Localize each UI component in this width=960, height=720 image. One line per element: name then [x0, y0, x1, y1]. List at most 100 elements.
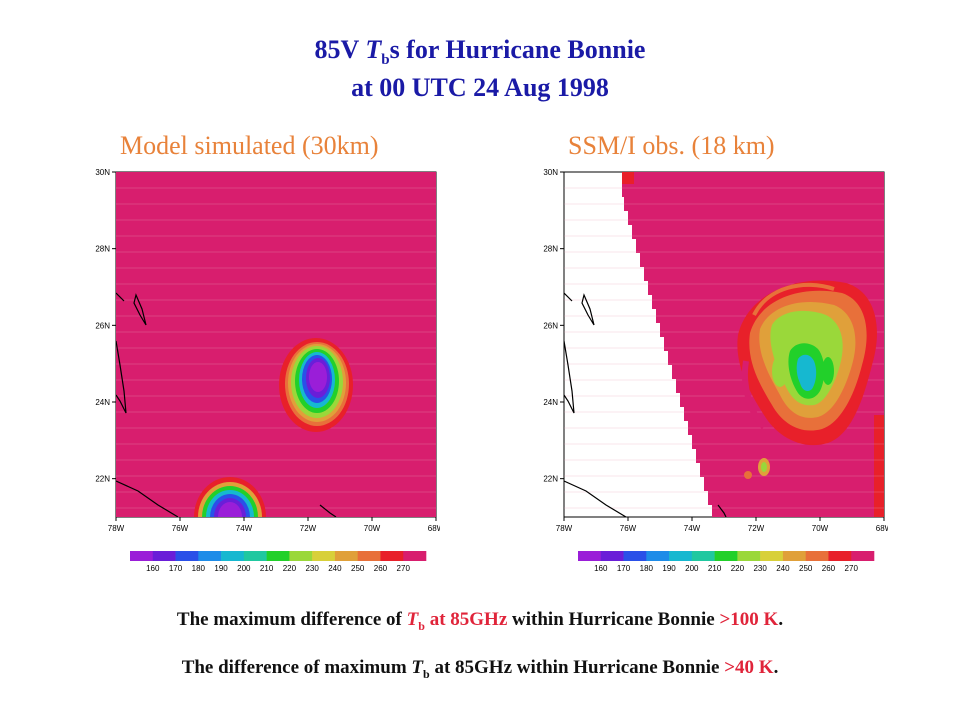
x-tick-label: 76W [620, 524, 637, 533]
map-panel-ssmi: 78W 76W 74W 72W 70W 68W 30N 28N 26N 24N 22N 160 17… [543, 168, 888, 573]
colorbar-swatch [851, 551, 875, 561]
footnote2-period: . [773, 657, 779, 678]
y-tick-label: 24N [543, 398, 558, 407]
x-tick-label: 76W [172, 524, 189, 533]
colorbar-swatch [152, 551, 176, 561]
footnote1-t-subscript: b [418, 618, 425, 633]
colorbar-swatch [289, 551, 313, 561]
title-prefix: 85V [314, 35, 366, 64]
x-tick-label: 72W [300, 524, 317, 533]
panel-label-model: Model simulated (30km) [120, 131, 379, 160]
y-tick-label: 28N [95, 245, 110, 254]
colorbar-label: 180 [640, 564, 654, 573]
panel-label-ssmi: SSM/I obs. (18 km) [568, 131, 775, 160]
colorbar-swatch [600, 551, 624, 561]
colorbar-label: 170 [617, 564, 631, 573]
footnote1-t-symbol: T [406, 609, 419, 630]
tb-background-field [116, 172, 436, 517]
x-axis: 78W 76W 74W 72W 70W 68W [108, 517, 440, 533]
colorbar-swatch [737, 551, 761, 561]
colorbar-label: 170 [169, 564, 183, 573]
colorbar-swatch [175, 551, 199, 561]
colorbar-swatch [380, 551, 404, 561]
colorbar-label: 270 [397, 564, 411, 573]
footnote1-text-a: The maximum difference of [176, 609, 407, 630]
footnote2-text-a: The difference of maximum [181, 657, 412, 678]
colorbar: 160 170 180 190 200 210 220 230 240 250 260 270 [130, 551, 427, 573]
footnote1-text-c: within Hurricane Bonnie [507, 609, 720, 630]
chart-title-line2: at 00 UTC 24 Aug 1998 [351, 73, 609, 102]
colorbar-label: 260 [374, 564, 388, 573]
colorbar-label: 250 [799, 564, 813, 573]
x-tick-label: 74W [684, 524, 701, 533]
x-tick-label: 70W [364, 524, 381, 533]
y-tick-label: 22N [95, 475, 110, 484]
colorbar-label: 240 [776, 564, 790, 573]
colorbar-label: 160 [594, 564, 608, 573]
colorbar-swatch [221, 551, 245, 561]
colorbar-label: 270 [845, 564, 859, 573]
colorbar-label: 210 [708, 564, 722, 573]
x-tick-label: 68W [428, 524, 440, 533]
y-axis: 30N 28N 26N 24N 22N [95, 168, 116, 484]
colorbar-swatch [714, 551, 738, 561]
footnote1-value: >100 K [719, 609, 779, 630]
colorbar-swatch [760, 551, 784, 561]
colorbar-label: 160 [146, 564, 160, 573]
x-tick-label: 72W [748, 524, 765, 533]
colorbar-label: 240 [328, 564, 342, 573]
coastlines [116, 292, 337, 517]
x-tick-label: 70W [812, 524, 829, 533]
colorbar-label: 230 [305, 564, 319, 573]
footnote-line2: The difference of maximum Tb at 85GHz wi… [0, 656, 960, 686]
swath-edge-red [622, 172, 634, 184]
x-tick-label: 78W [108, 524, 125, 533]
footnote1-period: . [778, 609, 784, 630]
map-panel-model: 78W 76W 74W 72W 70W 68W 30N 28N 26N 24N 22N 160 17… [95, 168, 440, 573]
footnote2-value: >40 K [724, 657, 774, 678]
x-tick-label: 74W [236, 524, 253, 533]
colorbar-swatch [198, 551, 222, 561]
colorbar-swatch [782, 551, 806, 561]
y-tick-label: 22N [543, 475, 558, 484]
colorbar-label: 190 [214, 564, 228, 573]
colorbar-label: 210 [260, 564, 274, 573]
colorbar-swatch [357, 551, 381, 561]
cold-core-1 [279, 338, 353, 432]
colorbar-swatch [691, 551, 715, 561]
x-tick-label: 68W [876, 524, 888, 533]
scan-line-artifacts [116, 187, 436, 509]
footnote2-text-b: at 85GHz within Hurricane Bonnie [429, 657, 725, 678]
colorbar-label: 190 [662, 564, 676, 573]
colorbar-label: 180 [192, 564, 206, 573]
x-tick-label: 78W [556, 524, 573, 533]
y-axis: 30N 28N 26N 24N 22N [543, 168, 564, 484]
colorbar-swatch [578, 551, 602, 561]
y-tick-label: 26N [543, 321, 558, 330]
x-axis: 78W 76W 74W 72W 70W 68W [556, 517, 888, 533]
colorbar-swatch [312, 551, 336, 561]
colorbar-swatch [130, 551, 154, 561]
y-tick-label: 24N [95, 398, 110, 407]
footnote1-frequency: at 85GHz [424, 609, 508, 630]
colorbar-swatch [805, 551, 829, 561]
colorbar-swatch [646, 551, 670, 561]
y-tick-label: 28N [543, 245, 558, 254]
colorbar-label: 200 [685, 564, 699, 573]
footnote-line1: The maximum difference of Tb at 85GHz wi… [0, 608, 960, 638]
title-t-symbol: T [365, 35, 382, 64]
colorbar-label: 250 [351, 564, 365, 573]
title-t-subscript: b [381, 52, 390, 69]
colorbar: 160 170 180 190 200 210 220 230 240 250 260 270 [578, 551, 875, 573]
colorbar-swatch [243, 551, 267, 561]
chart-title-line1: 85V Tbs for Hurricane Bonnie [0, 34, 960, 76]
colorbar-swatch [334, 551, 358, 561]
colorbar-swatch [403, 551, 427, 561]
colorbar-label: 220 [731, 564, 745, 573]
rainband-structure [737, 280, 877, 479]
y-tick-label: 26N [95, 321, 110, 330]
colorbar-swatch [828, 551, 852, 561]
colorbar-label: 200 [237, 564, 251, 573]
coastlines [564, 292, 727, 517]
colorbar-label: 230 [753, 564, 767, 573]
